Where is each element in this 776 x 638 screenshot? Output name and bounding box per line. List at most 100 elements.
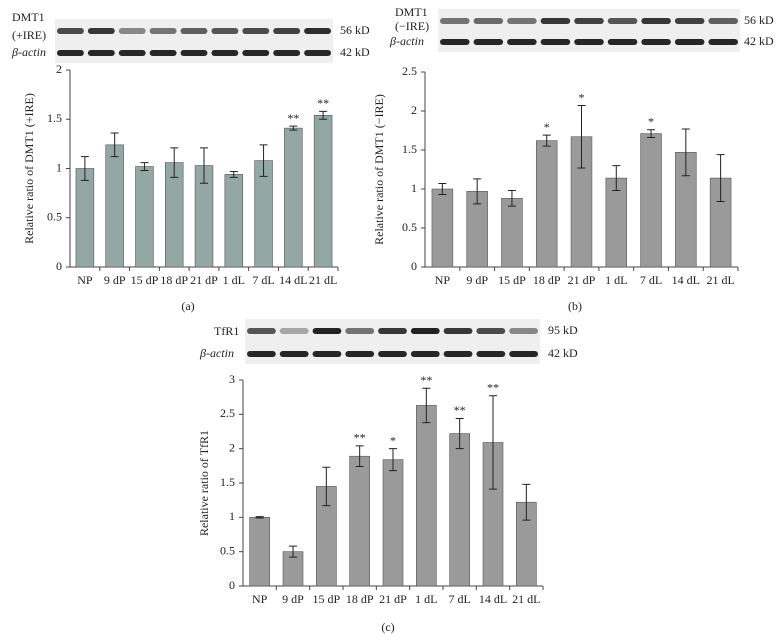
error-bar (170, 147, 179, 178)
significance-marker: ** (287, 111, 299, 125)
y-tick-label: 0.5 (220, 543, 235, 557)
bar (640, 133, 662, 268)
error-bar (200, 147, 208, 184)
bar (605, 177, 628, 268)
blot-band (118, 28, 146, 34)
error-bar (455, 417, 464, 450)
x-tick-label: 1 dL (415, 592, 437, 606)
blot-background (438, 9, 740, 52)
bar (284, 127, 303, 268)
blot-band (242, 50, 270, 56)
blot-band (279, 328, 309, 334)
blot-band (507, 39, 537, 45)
bar (105, 144, 124, 268)
blot-band (443, 328, 473, 334)
blot-band (279, 351, 309, 357)
y-axis-label: Relative ratio of DMT1 (−IRE) (372, 94, 386, 245)
x-tick-label: 18 dP (160, 273, 188, 287)
bar (431, 188, 454, 268)
bar (75, 168, 95, 268)
panel-label: (c) (381, 620, 394, 634)
x-tick-label: NP (77, 273, 93, 287)
y-tick-label: 1.5 (402, 142, 417, 156)
blot-band (509, 328, 538, 334)
blot-band (708, 18, 738, 24)
blot-band (641, 18, 671, 24)
blot-background (245, 319, 540, 364)
bar (382, 459, 404, 587)
x-tick-label: 21 dP (379, 592, 407, 606)
bar (164, 162, 184, 268)
bar (535, 140, 558, 268)
error-bar (647, 129, 656, 139)
x-tick-label: NP (252, 592, 268, 606)
x-tick-label: 9 dP (104, 273, 126, 287)
y-axis-label: Relative ratio of TfR1 (197, 430, 211, 536)
blot-band (476, 351, 506, 357)
error-bar (355, 445, 364, 468)
error-bar (681, 128, 690, 177)
blot-band (574, 18, 604, 24)
blot-size-label: 42 kD (340, 45, 370, 59)
x-tick-label: 21 dL (706, 273, 734, 287)
error-bar (489, 395, 497, 490)
blot-band (87, 50, 115, 56)
x-tick-label: 21 dP (190, 273, 218, 287)
y-tick-label: 0.5 (402, 220, 417, 234)
y-tick-label: 2.5 (220, 406, 235, 420)
error-bar (259, 144, 268, 177)
error-bar (542, 134, 551, 147)
x-tick-label: 9 dP (466, 273, 488, 287)
y-tick-label: 0 (56, 259, 62, 273)
blot-band (607, 18, 638, 24)
blot-band (443, 351, 473, 357)
bar (349, 455, 370, 587)
error-bar (422, 387, 431, 424)
error-bar (289, 545, 297, 558)
blot-band (410, 351, 440, 357)
x-tick-label: 7 dL (640, 273, 662, 287)
y-tick-label: 1 (411, 181, 417, 195)
blot-band (118, 50, 146, 56)
blot-band (345, 328, 375, 334)
error-bar (80, 156, 89, 181)
x-tick-label: 1 dL (605, 273, 627, 287)
blot-band (641, 39, 671, 45)
x-tick-label: 1 dL (223, 273, 245, 287)
blot-band (540, 18, 571, 24)
error-bar (322, 466, 331, 507)
blot-band (273, 50, 301, 56)
x-tick-label: 21 dL (309, 273, 337, 287)
blot-band (87, 28, 115, 34)
y-tick-label: 2.5 (402, 64, 417, 78)
blot-band (242, 28, 270, 34)
blot-band (57, 28, 84, 34)
error-bar (473, 178, 482, 205)
blot-band (211, 28, 239, 34)
blot-target-label: DMT1 (12, 10, 45, 24)
blot-target-label: (−IRE) (395, 19, 429, 33)
significance-marker: ** (317, 96, 329, 110)
blot-size-label: 56 kD (340, 23, 370, 37)
blot-control-label: β-actin (389, 34, 424, 48)
y-tick-label: 1.5 (220, 475, 235, 489)
blot-band (149, 50, 177, 56)
blot-band (211, 50, 239, 56)
blot-band (180, 28, 208, 34)
x-tick-label: 7 dL (448, 592, 470, 606)
error-bar (289, 125, 298, 131)
blot-band (507, 18, 537, 24)
bar (224, 174, 244, 268)
blot-band (476, 328, 506, 334)
blot-band (440, 18, 470, 24)
blot-band (540, 39, 571, 45)
significance-marker: * (648, 114, 654, 128)
error-bar (522, 483, 531, 521)
blot-control-label: β-actin (11, 45, 46, 59)
bar (135, 166, 154, 268)
x-tick-label: 18 dP (533, 273, 561, 287)
x-tick-label: 21 dP (568, 273, 596, 287)
y-tick-label: 1 (229, 509, 235, 523)
blot-band (674, 39, 705, 45)
panel-label: (b) (568, 299, 582, 313)
